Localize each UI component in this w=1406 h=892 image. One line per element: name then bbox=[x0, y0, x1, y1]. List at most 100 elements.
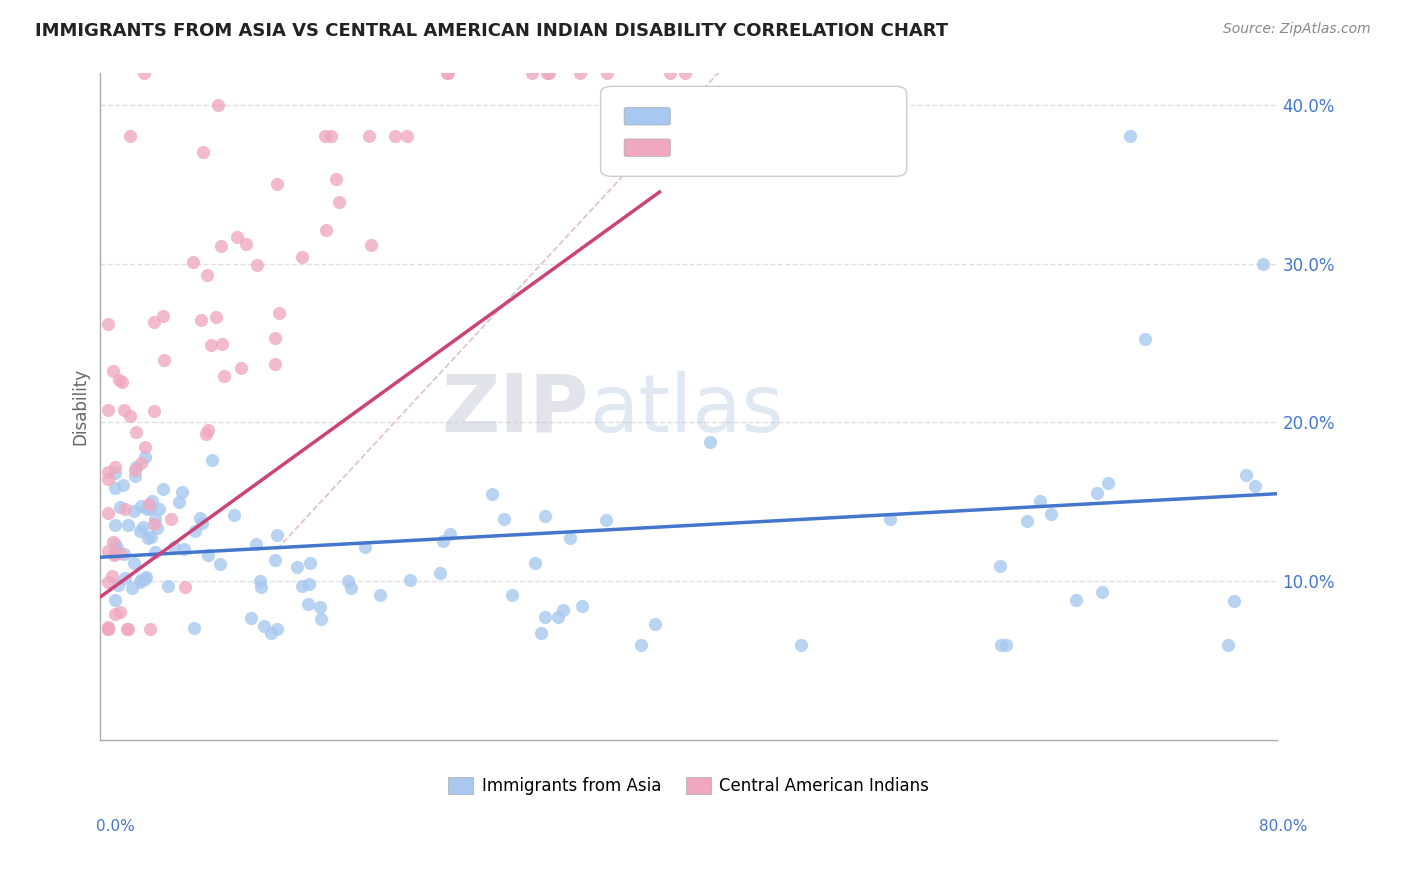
Point bbox=[159, 512, 181, 526]
Point bbox=[319, 129, 342, 144]
Point bbox=[128, 574, 150, 589]
Point bbox=[1251, 256, 1274, 270]
Point bbox=[118, 409, 141, 423]
Point bbox=[163, 541, 186, 555]
Point bbox=[988, 558, 1011, 573]
Point bbox=[143, 545, 166, 559]
Point bbox=[124, 460, 146, 475]
Point bbox=[143, 404, 166, 418]
Point bbox=[990, 638, 1012, 652]
Point bbox=[97, 574, 120, 589]
Point bbox=[263, 331, 285, 345]
Point bbox=[173, 542, 195, 557]
Point bbox=[117, 622, 139, 636]
Point bbox=[122, 556, 145, 570]
Point bbox=[1135, 333, 1157, 347]
Point bbox=[524, 557, 547, 571]
Point bbox=[104, 481, 127, 495]
Text: 0.0%: 0.0% bbox=[96, 820, 135, 834]
Point bbox=[879, 512, 901, 526]
Point bbox=[135, 570, 157, 584]
Point bbox=[370, 588, 392, 602]
Point bbox=[595, 513, 617, 527]
Text: IMMIGRANTS FROM ASIA VS CENTRAL AMERICAN INDIAN DISABILITY CORRELATION CHART: IMMIGRANTS FROM ASIA VS CENTRAL AMERICAN… bbox=[35, 22, 948, 40]
Point bbox=[97, 472, 120, 486]
Text: 0.665: 0.665 bbox=[724, 138, 776, 157]
Point bbox=[197, 423, 219, 437]
Text: 80.0%: 80.0% bbox=[1260, 820, 1308, 834]
Point bbox=[384, 129, 406, 144]
Point bbox=[97, 622, 120, 636]
Point bbox=[1017, 514, 1039, 528]
Point bbox=[108, 373, 131, 387]
Point bbox=[214, 369, 236, 384]
Point bbox=[533, 509, 555, 524]
Point bbox=[114, 571, 136, 585]
Point bbox=[129, 456, 152, 470]
Point bbox=[995, 638, 1018, 652]
Point bbox=[309, 612, 332, 626]
Point bbox=[224, 508, 246, 523]
Point bbox=[1087, 486, 1109, 500]
Point bbox=[188, 511, 211, 525]
Point bbox=[249, 574, 271, 588]
Point bbox=[1097, 475, 1119, 490]
Point bbox=[112, 547, 135, 561]
Point bbox=[197, 548, 219, 562]
Point bbox=[501, 587, 523, 601]
Point bbox=[266, 528, 288, 542]
Point bbox=[97, 465, 120, 479]
Point bbox=[354, 540, 377, 554]
Point bbox=[226, 230, 249, 244]
Point bbox=[1234, 468, 1257, 483]
Point bbox=[181, 255, 204, 269]
Text: 110: 110 bbox=[851, 107, 884, 125]
Point bbox=[253, 619, 276, 633]
Point bbox=[596, 66, 619, 80]
Point bbox=[125, 425, 148, 440]
FancyBboxPatch shape bbox=[600, 87, 907, 177]
Point bbox=[134, 450, 156, 465]
FancyBboxPatch shape bbox=[624, 139, 671, 156]
Point bbox=[128, 524, 150, 538]
Point bbox=[108, 605, 131, 619]
Point bbox=[141, 494, 163, 508]
Point bbox=[558, 532, 581, 546]
Point bbox=[104, 592, 127, 607]
Point bbox=[239, 611, 262, 625]
Point bbox=[357, 129, 380, 144]
Point bbox=[183, 622, 205, 636]
Point bbox=[340, 582, 363, 596]
Point bbox=[533, 610, 555, 624]
Point bbox=[263, 358, 285, 372]
Point bbox=[207, 97, 229, 112]
Point bbox=[142, 516, 165, 531]
Point bbox=[134, 66, 156, 80]
Point bbox=[134, 572, 156, 586]
Point bbox=[184, 524, 207, 538]
Point bbox=[104, 607, 127, 621]
Text: R =: R = bbox=[679, 138, 718, 157]
Point bbox=[97, 506, 120, 520]
Point bbox=[571, 599, 593, 613]
Point bbox=[209, 238, 232, 252]
Point bbox=[190, 313, 212, 327]
Point bbox=[1091, 585, 1114, 599]
Point bbox=[699, 434, 721, 449]
Point bbox=[297, 597, 319, 611]
Point bbox=[1064, 592, 1087, 607]
Point bbox=[536, 66, 558, 80]
Point bbox=[492, 512, 515, 526]
Point bbox=[291, 250, 314, 264]
Point bbox=[101, 535, 124, 549]
Point bbox=[112, 403, 135, 417]
Point bbox=[107, 578, 129, 592]
Point bbox=[97, 317, 120, 331]
FancyBboxPatch shape bbox=[624, 108, 671, 125]
Text: N =: N = bbox=[803, 138, 844, 157]
Point bbox=[551, 603, 574, 617]
Point bbox=[314, 129, 336, 144]
Point bbox=[152, 482, 174, 496]
Point bbox=[522, 66, 544, 80]
Text: 0.164: 0.164 bbox=[724, 107, 776, 125]
